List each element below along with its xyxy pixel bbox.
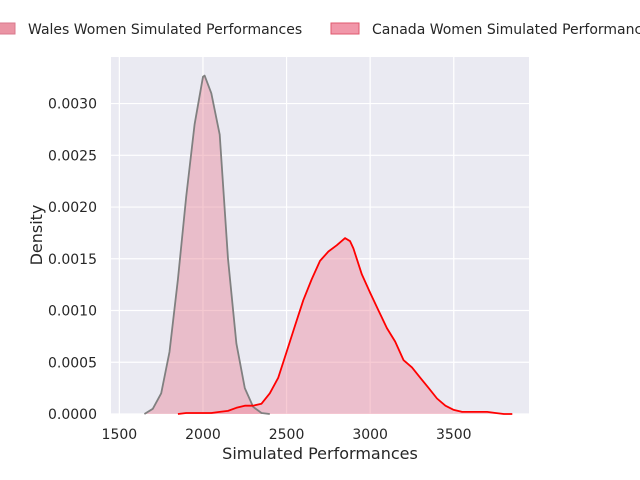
x-tick-label: 2000 — [185, 427, 221, 443]
y-tick-label: 0.0025 — [48, 148, 97, 164]
y-axis-ticks: 0.0000 0.0005 0.0010 0.0015 0.0020 0.0025 0.00… — [48, 97, 97, 423]
y-tick-label: 0.0020 — [48, 200, 97, 216]
legend-swatch — [330, 22, 360, 35]
density-lines — [143, 74, 513, 415]
x-axis-label: Simulated Performances — [222, 444, 418, 463]
x-axis-ticks: 1500 2000 2500 3000 3500 — [102, 427, 472, 443]
x-tick-label: 3000 — [352, 427, 388, 443]
legend-swatch — [0, 22, 16, 35]
legend-label: Canada Women Simulated Performances — [372, 22, 640, 38]
density-line-series-0 — [143, 74, 270, 415]
legend: Wales Women Simulated Performances Canada… — [0, 22, 640, 38]
y-tick-label: 0.0000 — [48, 407, 97, 423]
density-line-series-1 — [177, 237, 513, 415]
x-tick-label: 3500 — [436, 427, 472, 443]
y-tick-label: 0.0030 — [48, 97, 97, 113]
x-tick-label: 1500 — [102, 427, 138, 443]
y-tick-label: 0.0010 — [48, 304, 97, 320]
x-tick-label: 2500 — [269, 427, 305, 443]
plot-area — [111, 57, 529, 414]
y-tick-label: 0.0015 — [48, 252, 97, 268]
y-axis-label: Density — [27, 205, 46, 266]
density-areas — [144, 75, 513, 414]
density-area-series-1 — [177, 238, 513, 414]
density-area-series-0 — [144, 75, 270, 414]
legend-label: Wales Women Simulated Performances — [28, 22, 302, 38]
y-tick-label: 0.0005 — [48, 355, 97, 371]
